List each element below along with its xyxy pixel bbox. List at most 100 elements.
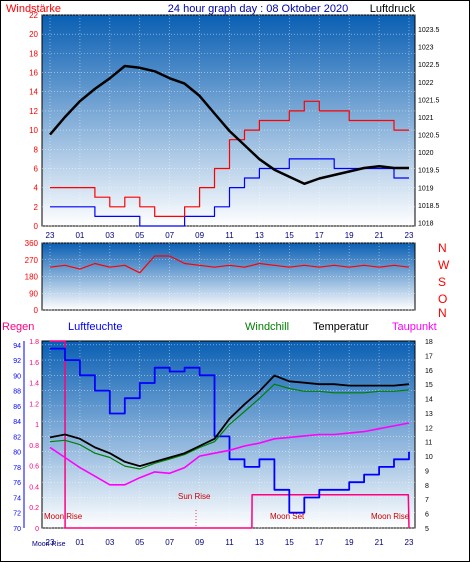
pressure-tick-label: 1020.5 [418,133,440,140]
temperature-tick-label: 7 [425,497,429,504]
temperature-tick-label: 8 [425,483,429,490]
pressure-tick-label: 1019 [418,185,434,192]
humidity-tick-label: 80 [13,450,21,457]
chart-title: 24 hour graph day : 08 Oktober 2020 [168,3,348,15]
wind-tick-label: 0 [34,222,39,231]
time-tick-label-top: 01 [75,231,84,240]
pressure-tick-label: 1021.5 [418,97,440,104]
pressure-tick-label: 1018.5 [418,203,440,210]
time-tick-label-bottom: 23 [46,538,55,547]
humidity-tick-label: 84 [13,419,21,426]
time-tick-label-top: 21 [375,231,384,240]
windchill-label: Windchill [245,321,289,333]
direction-tick-label: 360 [25,239,39,248]
humidity-tick-label: 94 [13,343,21,350]
wind-tick-label: 16 [29,69,38,78]
wind-tick-label: 8 [34,145,39,154]
temperature-tick-label: 17 [425,353,433,360]
dewpoint-label: Taupunkt [392,321,437,333]
pressure-tick-label: 1023.5 [418,27,440,34]
wind-tick-label: 4 [34,184,39,193]
temperature-tick-label: 14 [425,397,433,404]
temperature-tick-label: 15 [425,382,433,389]
pressure-tick-label: 1022.5 [418,62,440,69]
time-tick-label-top: 17 [315,231,324,240]
direction-label-o: O [438,292,447,306]
rain-tick-label: 0 [35,526,39,533]
pressure-tick-label: 1019.5 [418,168,440,175]
time-tick-label-bottom: 07 [165,538,174,547]
rain-label: Regen [2,321,34,333]
temperature-label: Temperatur [313,321,369,333]
pressure-series [49,64,409,186]
wind-tick-label: 10 [29,126,38,135]
time-tick-label-bottom: 09 [195,538,204,547]
direction-labels: N W S O N [438,241,450,320]
rain-tick-label: 1.8 [29,339,39,346]
wind-tick-label: 6 [34,164,39,173]
wind-direction-series [49,255,410,274]
humidity-tick-label: 82 [13,434,21,441]
moon-rise-annotation-right: Moon Rise [371,512,410,521]
rain-series [50,340,410,529]
pressure-tick-label: 1018 [418,220,434,227]
direction-label-n-bottom: N [438,306,447,320]
rain-tick-label: 1 [35,422,39,429]
time-tick-label-bottom: 15 [285,538,294,547]
time-tick-label-top: 23 [405,231,414,240]
humidity-series [50,347,410,514]
humidity-tick-label: 76 [13,480,21,487]
time-tick-label-top: 13 [255,231,264,240]
humidity-tick-label: 86 [13,404,21,411]
moon-rise-annotation-left: Moon Rise [44,512,83,521]
time-tick-label-bottom: 11 [225,538,234,547]
temperature-tick-label: 13 [425,411,433,418]
direction-label-n-top: N [438,241,447,255]
humidity-tick-label: 74 [13,495,21,502]
pressure-tick-label: 1022 [418,80,434,87]
temperature-series [49,374,410,467]
wind-tick-label: 12 [29,107,38,116]
temperature-tick-label: 5 [425,526,429,533]
time-tick-label-bottom: 19 [345,538,354,547]
direction-tick-label: 180 [25,273,39,282]
moon-rise-bottom-label: Moon Rise [32,541,66,548]
pressure-tick-label: 1023 [418,45,434,52]
temperature-tick-label: 9 [425,468,429,475]
rain-tick-label: 0.6 [29,464,39,471]
time-tick-label-bottom: 03 [105,538,114,547]
direction-tick-label: 90 [29,289,38,298]
time-tick-label-bottom: 05 [135,538,144,547]
time-tick-label-bottom: 17 [315,538,324,547]
temperature-tick-label: 18 [425,339,433,346]
temperature-tick-label: 10 [425,454,433,461]
temperature-tick-label: 16 [425,368,433,375]
moon-set-annotation: Moon Set [270,512,305,521]
windchill-series [49,383,410,470]
time-tick-label-top: 03 [105,231,114,240]
time-tick-label-bottom: 13 [255,538,264,547]
wind-tick-label: 2 [34,203,39,212]
humidity-label: Luftfeuchte [68,321,122,333]
time-tick-label-bottom: 01 [75,538,84,547]
direction-tick-label: 0 [34,306,39,315]
rain-tick-label: 0.8 [29,443,39,450]
time-tick-label-bottom: 21 [375,538,384,547]
wind-mean-series [50,158,409,227]
wind-axis-title: Windstärke [6,3,61,15]
humidity-tick-label: 88 [13,389,21,396]
rain-tick-label: 0.2 [29,505,39,512]
time-tick-label-top: 15 [285,231,294,240]
humidity-tick-label: 72 [13,511,21,518]
rain-tick-label: 0.4 [29,484,39,491]
humidity-tick-label: 78 [13,465,21,472]
humidity-tick-label: 70 [13,526,21,533]
humidity-tick-label: 92 [13,358,21,365]
sun-rise-annotation: Sun Rise [178,492,211,501]
wind-tick-label: 20 [29,30,38,39]
wind-gust-series [50,100,409,217]
time-tick-label-top: 11 [225,231,234,240]
direction-tick-label: 270 [25,256,39,265]
rain-tick-label: 1.4 [29,381,39,388]
